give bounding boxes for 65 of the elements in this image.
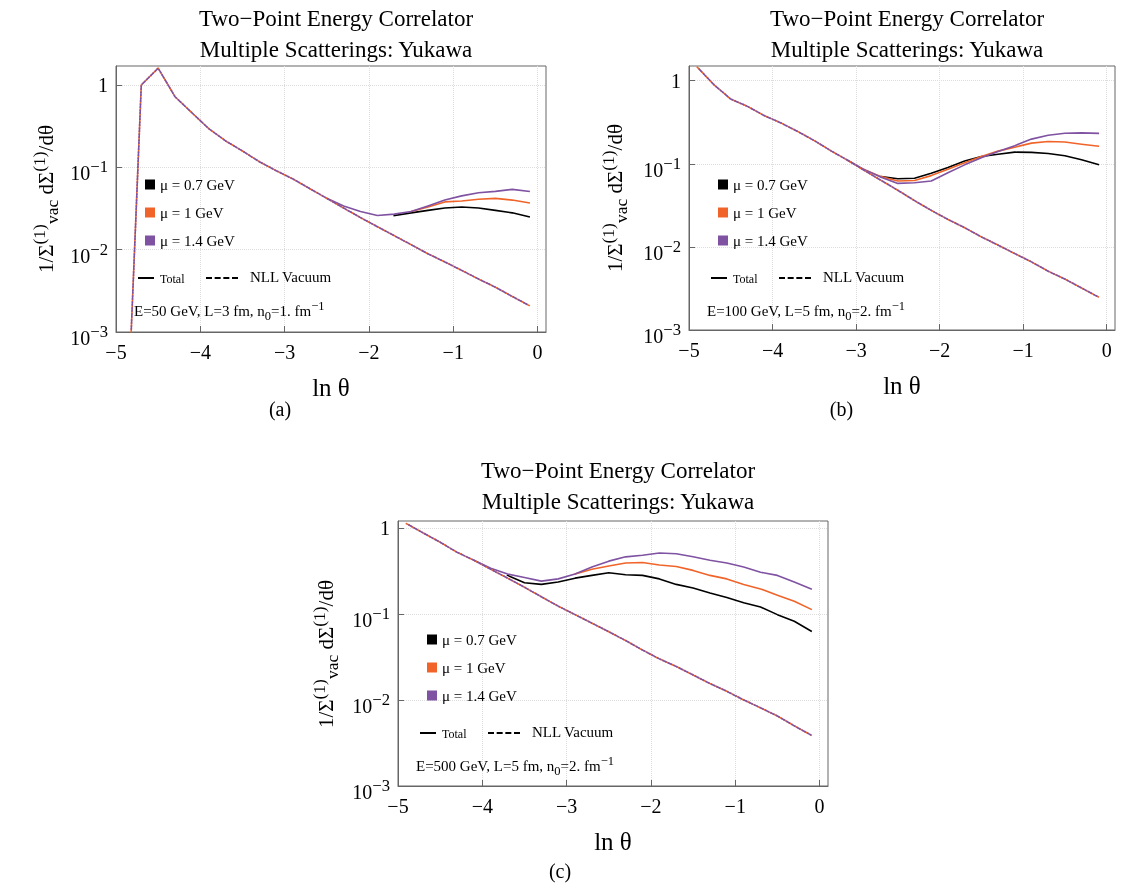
- y-tick-label: 10$^{−1}$: [643, 152, 681, 181]
- chart-title: Two−Point Energy Correlator: [198, 6, 474, 31]
- annotation: E=50 GeV, L=3 fm, n$_{0}$=1. fm$^{−1}$: [134, 299, 325, 324]
- line-series: [506, 572, 812, 632]
- legend-label: μ = 1 GeV: [733, 204, 797, 221]
- y-tick-label: 1: [98, 73, 108, 96]
- y-tick-label: 10$^{−3}$: [643, 320, 681, 347]
- legend-label: μ = 0.7 GeV: [160, 176, 235, 193]
- y-tick-label: 10$^{−1}$: [70, 156, 108, 184]
- annotation: NLL Vacuum: [250, 269, 332, 286]
- x-tick-label: −4: [189, 341, 211, 363]
- legend-label: μ = 1.4 GeV: [733, 232, 808, 249]
- x-tick-label: −3: [273, 341, 296, 363]
- annotation: E=500 GeV, L=5 fm, n$_{0}$=2. fm$^{−1}$: [416, 754, 614, 779]
- annotation: NLL Vacuum: [532, 724, 614, 741]
- legend-label: μ = 1 GeV: [442, 659, 506, 676]
- annotation: E=100 GeV, L=5 fm, n$_{0}$=2. fm$^{−1}$: [707, 299, 905, 324]
- x-tick-label: −1: [1012, 339, 1034, 361]
- legend-label: μ = 1.4 GeV: [160, 232, 235, 249]
- legend-label: μ = 1 GeV: [160, 204, 224, 221]
- chart-subtitle: Multiple Scatterings: Yukawa: [199, 37, 473, 62]
- x-tick-label: −5: [105, 341, 127, 363]
- y-tick-label: 10$^{−3}$: [70, 322, 108, 349]
- x-tick-label: 0: [532, 341, 543, 363]
- y-tick-label: 10$^{−1}$: [352, 602, 390, 631]
- x-tick-label: −3: [555, 795, 578, 817]
- legend-label: μ = 1.4 GeV: [442, 687, 517, 704]
- x-tick-label: 0: [814, 795, 825, 817]
- chart-title: Two−Point Energy Correlator: [769, 6, 1045, 31]
- legend-label: μ = 0.7 GeV: [442, 631, 517, 648]
- x-tick-label: −1: [724, 795, 746, 817]
- x-tick-label: −5: [678, 339, 700, 361]
- annotation: Total: [733, 272, 758, 287]
- chart-title: Two−Point Energy Correlator: [480, 458, 756, 483]
- x-tick-label: −2: [928, 339, 951, 361]
- y-tick-label: 10$^{−2}$: [352, 688, 390, 717]
- legend-label: μ = 0.7 GeV: [733, 176, 808, 193]
- x-axis-title: ln θ: [312, 374, 350, 401]
- text: (b): [829, 398, 854, 421]
- line-series: [393, 206, 530, 218]
- annotation: NLL Vacuum: [823, 269, 905, 286]
- text: (c): [548, 860, 572, 883]
- chart-subtitle: Multiple Scatterings: Yukawa: [481, 489, 755, 514]
- x-tick-label: −3: [845, 339, 867, 361]
- y-tick-label: 1: [380, 516, 390, 539]
- x-tick-label: −4: [761, 339, 784, 361]
- y-tick-label: 1: [671, 69, 681, 92]
- annotation: Total: [442, 727, 467, 742]
- x-tick-label: −2: [640, 795, 662, 817]
- y-tick-label: 10$^{−3}$: [352, 776, 390, 803]
- x-tick-label: −1: [442, 341, 464, 363]
- x-tick-label: 0: [1101, 339, 1112, 361]
- x-tick-label: −5: [387, 795, 409, 817]
- x-axis-title: ln θ: [594, 828, 632, 855]
- annotation: Total: [160, 272, 185, 287]
- text: (a): [268, 398, 292, 421]
- line-series: [130, 67, 530, 333]
- x-tick-label: −4: [471, 795, 493, 817]
- line-series: [696, 66, 1100, 298]
- line-series: [405, 522, 812, 736]
- y-tick-label: 10$^{−2}$: [70, 238, 108, 267]
- chart-subtitle: Multiple Scatterings: Yukawa: [770, 37, 1044, 62]
- x-tick-label: −2: [358, 341, 380, 363]
- x-axis-title: ln θ: [883, 372, 921, 399]
- y-tick-label: 10$^{−2}$: [643, 235, 681, 264]
